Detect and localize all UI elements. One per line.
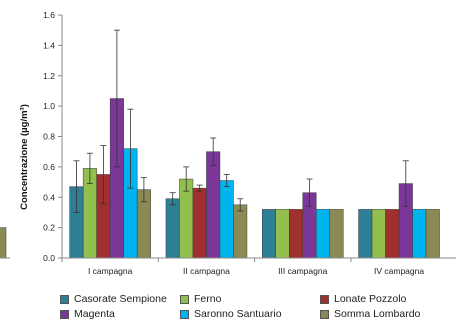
bar (275, 209, 290, 259)
x-tick-label: III campagna (278, 266, 327, 276)
legend-swatch (60, 309, 69, 319)
legend-swatch (60, 294, 69, 304)
chart: 0.0 0.2 0.4 0.6 0.8 1.0 1.2 1.4 1.6 I campagna II… (0, 10, 456, 276)
legend-item: Magenta (60, 308, 180, 320)
x-tick-label: II campagna (183, 266, 230, 276)
x-tick-label: IV campagna (374, 266, 424, 276)
y-tick-label: 0.2 (43, 223, 55, 233)
legend-label: Ferno (194, 293, 222, 305)
y-tick-label: 1.2 (43, 71, 55, 81)
bar (192, 187, 207, 259)
y-tick-label: 0.4 (43, 192, 55, 202)
bar (371, 209, 386, 259)
bars (69, 29, 440, 259)
y-tick-label: 0.6 (43, 162, 55, 172)
legend-swatch (320, 309, 329, 319)
bar (219, 180, 234, 259)
bar (358, 209, 373, 259)
legend-label: Lonate Pozzolo (334, 293, 407, 305)
legend: Casorate Sempione Ferno Lonate Pozzolo Mage… (60, 293, 456, 320)
y-tick-label: 1.6 (43, 10, 55, 20)
bar (262, 209, 276, 259)
legend-item: Ferno (180, 293, 320, 305)
legend-swatch (180, 294, 189, 304)
partial-bar (0, 227, 7, 259)
bar (316, 209, 330, 259)
bar (329, 209, 344, 259)
bar (206, 151, 221, 259)
legend-label: Saronno Santuario (194, 308, 282, 320)
x-axis: I campagna II campagna III campagna IV camp… (61, 257, 456, 276)
bar (289, 209, 303, 259)
y-axis-label: Concentrazione (µg/m³) (19, 104, 30, 210)
legend-swatch (180, 309, 189, 319)
legend-item: Casorate Sempione (60, 293, 180, 305)
legend-label: Casorate Sempione (74, 293, 167, 305)
bar (412, 209, 427, 259)
x-tick-label: I campagna (88, 266, 133, 276)
bar (385, 209, 400, 259)
legend-item: Somma Lombardo (320, 308, 450, 320)
y-tick-label: 0.8 (43, 132, 55, 142)
y-tick-label: 0.0 (43, 253, 55, 263)
bar (425, 209, 440, 259)
legend-label: Somma Lombardo (334, 308, 421, 320)
legend-item: Lonate Pozzolo (320, 293, 450, 305)
bar (233, 204, 248, 259)
legend-swatch (320, 294, 329, 304)
legend-item: Saronno Santuario (180, 308, 320, 320)
y-tick-label: 1.4 (43, 40, 55, 50)
left-partial-chart (0, 227, 10, 259)
y-axis: 0.0 0.2 0.4 0.6 0.8 1.0 1.2 1.4 1.6 (43, 10, 63, 263)
y-tick-label: 1.0 (43, 101, 55, 111)
legend-label: Magenta (74, 308, 115, 320)
bar (165, 198, 180, 259)
